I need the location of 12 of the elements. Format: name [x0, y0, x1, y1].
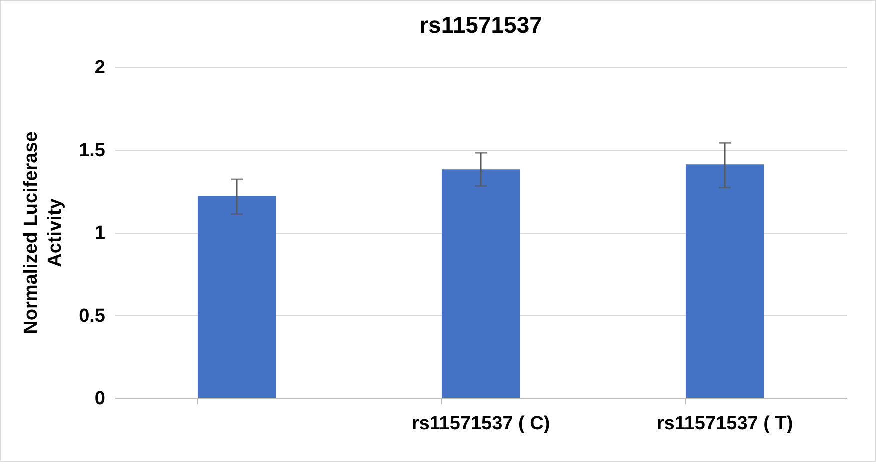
- y-tick-label: 1: [94, 223, 106, 244]
- y-tick-label: 0: [94, 388, 106, 410]
- bar: [686, 164, 764, 398]
- x-tick-label: rs11571537 ( C): [412, 414, 550, 434]
- bar: [442, 170, 520, 398]
- y-tick-label: 0.5: [79, 306, 106, 327]
- y-tick-label: 2: [94, 58, 106, 78]
- bar: [198, 196, 276, 398]
- y-axis-title: Normalized Luciferase Activity: [21, 132, 66, 334]
- chart-title: rs11571537: [420, 12, 542, 38]
- x-tick-label: rs11571537 ( T): [656, 414, 794, 434]
- y-tick-label: 1.5: [79, 140, 106, 162]
